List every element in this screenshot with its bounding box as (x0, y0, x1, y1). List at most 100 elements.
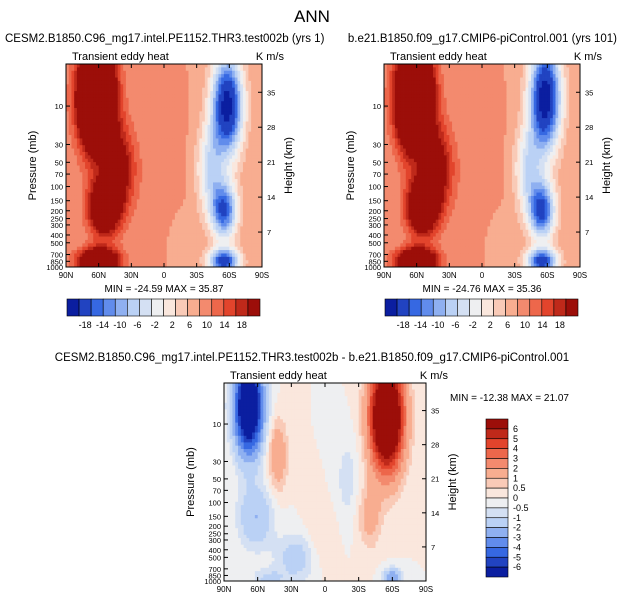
field-cell (125, 195, 130, 200)
field-cell (191, 223, 195, 227)
field-cell (128, 192, 132, 197)
field-cell (82, 189, 86, 193)
field-cell (232, 141, 236, 146)
field-cell (563, 80, 567, 85)
field-cell (563, 64, 567, 68)
field-cell (147, 118, 151, 122)
field-cell (95, 233, 100, 237)
field-cell (457, 91, 461, 95)
field-cell (256, 165, 260, 170)
field-cell (183, 158, 187, 163)
field-cell (144, 236, 149, 241)
field-cell (79, 233, 83, 237)
field-cell (95, 236, 100, 241)
field-cell (144, 212, 149, 217)
field-cell (147, 135, 151, 139)
field-cell (66, 145, 70, 149)
field-cell (389, 70, 393, 75)
field-cell (155, 114, 159, 119)
field-cell (153, 111, 157, 116)
field-cell (76, 212, 81, 217)
field-cell (188, 199, 192, 204)
field-cell (66, 182, 70, 187)
field-cell (441, 67, 445, 72)
field-cell (248, 87, 252, 92)
field-cell (153, 101, 157, 105)
field-cell (248, 256, 252, 261)
field-cell (245, 97, 249, 102)
field-cell (514, 84, 518, 89)
field-cell (76, 80, 81, 85)
field-cell (199, 216, 203, 221)
field-cell (172, 77, 176, 82)
field-cell (215, 175, 219, 180)
field-cell (155, 155, 159, 160)
field-cell (144, 226, 149, 231)
field-cell (563, 67, 567, 72)
field-cell (199, 212, 203, 217)
field-cell (251, 250, 255, 254)
field-cell (85, 195, 89, 200)
field-cell (169, 175, 173, 180)
field-cell (191, 155, 195, 160)
field-cell (232, 118, 236, 122)
field-cell (207, 145, 211, 149)
field-cell (185, 74, 189, 78)
field-cell (226, 209, 230, 214)
field-cell (169, 168, 173, 173)
field-cell (128, 202, 132, 207)
field-cell (207, 165, 211, 170)
field-cell (68, 101, 72, 105)
field-cell (153, 185, 157, 190)
field-cell (166, 151, 170, 156)
field-cell (79, 84, 83, 89)
field-cell (207, 189, 211, 193)
field-cell (232, 192, 236, 197)
field-cell (125, 101, 130, 105)
field-cell (193, 141, 198, 146)
field-cell (158, 114, 162, 119)
field-cell (95, 135, 100, 139)
field-cell (117, 148, 121, 153)
field-cell (213, 202, 217, 207)
field-cell (106, 111, 110, 116)
field-cell (66, 239, 70, 244)
field-cell (112, 87, 116, 92)
field-cell (134, 172, 138, 177)
field-cell (232, 239, 236, 244)
field-cell (166, 74, 170, 78)
field-cell (142, 111, 146, 116)
field-cell (215, 67, 219, 72)
field-cell (449, 77, 453, 82)
field-cell (242, 87, 247, 92)
field-cell (147, 64, 151, 68)
field-cell (232, 135, 236, 139)
field-cell (213, 64, 217, 68)
field-cell (180, 253, 184, 258)
field-cell (207, 131, 211, 136)
field-cell (435, 80, 439, 85)
field-cell (223, 202, 228, 207)
field-cell (218, 179, 222, 183)
field-cell (128, 97, 132, 102)
field-cell (256, 141, 260, 146)
field-cell (120, 101, 124, 105)
field-cell (394, 87, 399, 92)
field-cell (517, 64, 521, 68)
field-cell (403, 64, 407, 68)
field-cell (196, 189, 200, 193)
field-cell (449, 70, 453, 75)
field-cell (112, 182, 116, 187)
field-cell (120, 182, 124, 187)
field-cell (251, 158, 255, 163)
field-cell (256, 155, 260, 160)
field-cell (101, 206, 105, 210)
field-cell (191, 243, 195, 248)
field-cell (120, 87, 124, 92)
field-cell (166, 168, 170, 173)
field-cell (106, 206, 110, 210)
field-cell (384, 87, 388, 92)
field-cell (446, 74, 450, 78)
field-cell (199, 91, 203, 95)
field-cell (139, 250, 143, 254)
